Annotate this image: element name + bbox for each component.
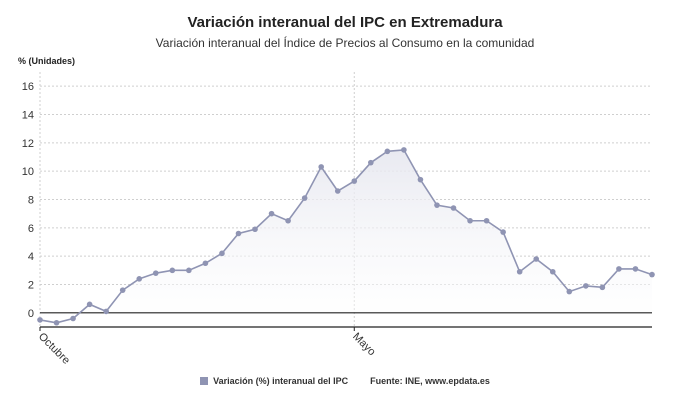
y-tick-label: 16 — [22, 81, 34, 93]
data-point — [301, 195, 308, 201]
data-point — [235, 230, 242, 237]
data-point — [152, 270, 159, 276]
data-point — [119, 287, 126, 293]
data-point — [252, 226, 258, 233]
y-tick-label: 4 — [28, 251, 34, 263]
data-point — [632, 266, 639, 272]
data-point — [599, 284, 606, 291]
y-tick-label: 0 — [28, 308, 34, 320]
data-point — [533, 256, 540, 262]
legend-source: Fuente: INE, www.epdata.es — [370, 376, 490, 386]
data-point — [566, 288, 573, 295]
data-point — [351, 178, 358, 184]
data-point — [483, 217, 490, 224]
data-point — [616, 266, 622, 272]
data-point — [37, 317, 43, 323]
y-tick-label: 12 — [22, 138, 34, 150]
data-point — [334, 188, 341, 194]
legend-swatch — [200, 377, 209, 385]
legend-item-series[interactable]: Variación (%) interanual del IPC — [200, 376, 348, 386]
legend: Variación (%) interanual del IPC Fuente:… — [0, 376, 690, 386]
data-point — [103, 308, 109, 315]
data-point — [500, 229, 506, 235]
data-point — [186, 267, 192, 274]
data-point — [417, 176, 424, 183]
data-point — [384, 148, 391, 155]
y-tick-label: 8 — [28, 195, 34, 207]
series-area — [40, 149, 652, 323]
data-point — [368, 159, 374, 166]
data-point — [219, 250, 225, 257]
data-point — [202, 260, 209, 267]
data-point — [285, 217, 291, 224]
y-tick-label: 6 — [28, 223, 34, 235]
data-point — [53, 319, 60, 326]
data-point — [549, 268, 556, 275]
legend-series-label: Variación (%) interanual del IPC — [213, 376, 349, 386]
series-line — [39, 149, 653, 324]
y-tick-label: 14 — [22, 110, 34, 122]
y-tick-label: 2 — [28, 280, 34, 292]
data-point — [136, 276, 143, 282]
data-point — [268, 210, 275, 217]
y-tick-label: 10 — [22, 166, 34, 178]
data-point — [70, 315, 76, 322]
source-text: Fuente: INE, www.epdata.es — [370, 376, 490, 386]
data-point — [583, 283, 589, 289]
data-point — [318, 164, 324, 170]
data-point — [467, 217, 473, 224]
data-point — [169, 267, 176, 274]
data-point — [450, 205, 457, 211]
data-point — [401, 147, 407, 153]
data-point — [516, 268, 523, 275]
x-tick-label: Mayo — [350, 331, 378, 359]
data-point — [434, 202, 440, 208]
chart-title: Variación interanual del IPC en Extremad… — [187, 14, 503, 31]
data-point — [649, 271, 655, 278]
chart-subtitle: Variación interanual del Índice de Preci… — [155, 36, 535, 50]
y-axis-label: % (Unidades) — [18, 56, 76, 66]
data-point — [86, 301, 93, 308]
x-tick-label: Octubre — [36, 331, 72, 367]
